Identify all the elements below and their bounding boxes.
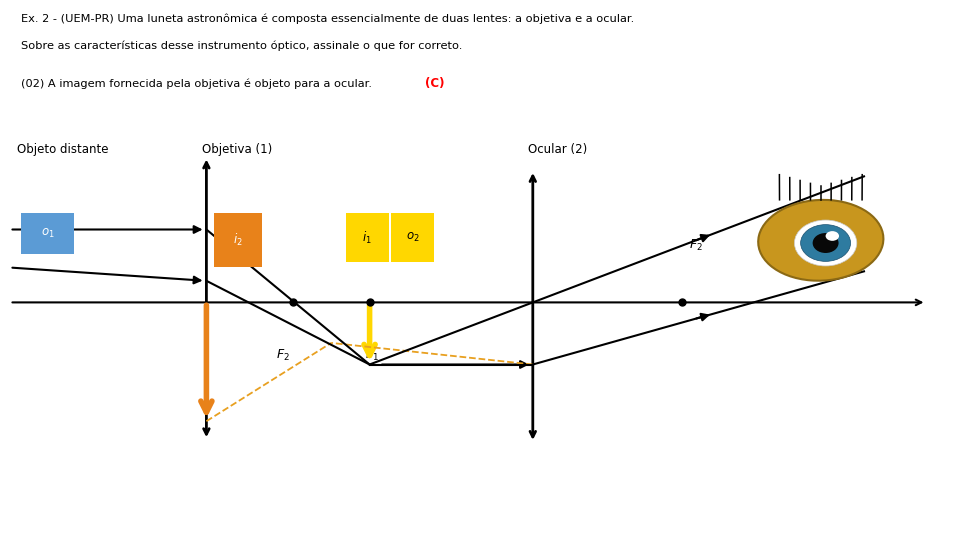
Text: Ocular (2): Ocular (2)	[528, 143, 588, 156]
Text: (C): (C)	[425, 77, 444, 90]
Text: $i_1$: $i_1$	[362, 230, 372, 246]
Bar	[21, 213, 74, 254]
Text: Objeto distante: Objeto distante	[17, 143, 108, 156]
Bar	[391, 213, 434, 262]
Ellipse shape	[795, 220, 857, 266]
Text: $F_1$: $F_1$	[365, 348, 379, 363]
Bar	[346, 213, 389, 262]
Bar	[214, 213, 262, 267]
Ellipse shape	[826, 231, 839, 241]
Ellipse shape	[758, 200, 883, 281]
Text: (02) A imagem fornecida pela objetiva é objeto para a ocular.: (02) A imagem fornecida pela objetiva é …	[21, 78, 372, 89]
Text: $o_1$: $o_1$	[40, 227, 55, 240]
Text: $F_2$: $F_2$	[276, 348, 289, 363]
Text: Ex. 2 - (UEM-PR) Uma luneta astronômica é composta essencialmente de duas lentes: Ex. 2 - (UEM-PR) Uma luneta astronômica …	[21, 14, 635, 24]
Text: $o_2$: $o_2$	[405, 231, 420, 244]
Text: $i_2$: $i_2$	[233, 232, 243, 248]
Text: $F_2$: $F_2$	[689, 238, 703, 253]
Ellipse shape	[812, 233, 839, 253]
Ellipse shape	[801, 225, 851, 261]
Text: Sobre as características desse instrumento óptico, assinale o que for correto.: Sobre as características desse instrumen…	[21, 40, 463, 51]
Text: Objetiva (1): Objetiva (1)	[202, 143, 272, 156]
